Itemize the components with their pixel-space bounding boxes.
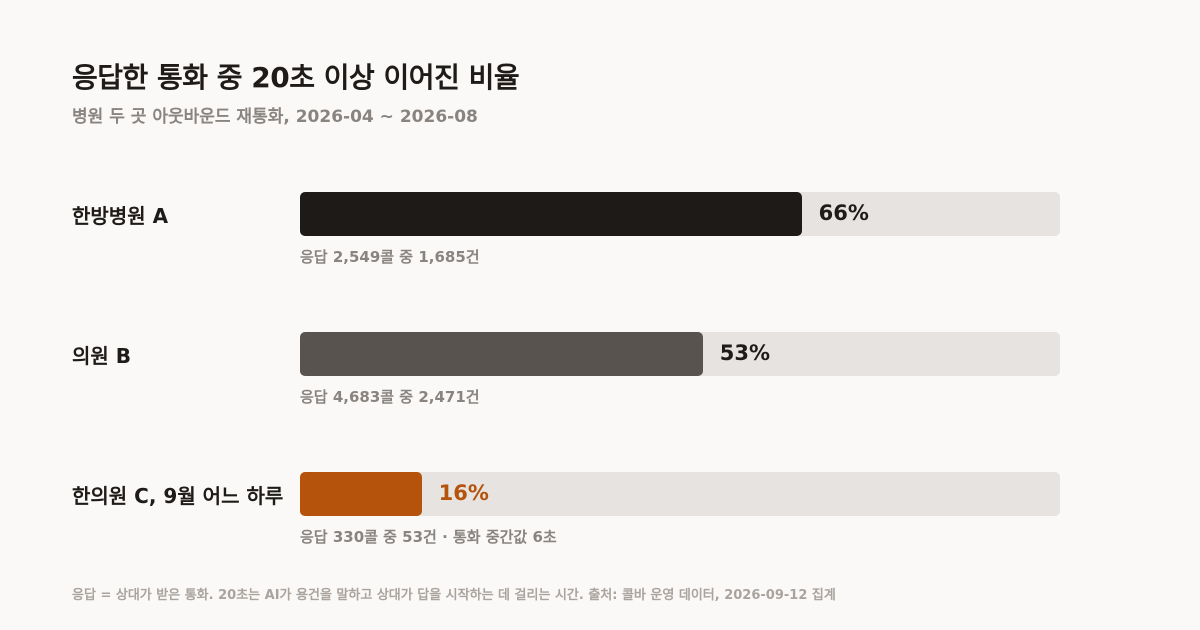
footnote: 응답 = 상대가 받은 통화. 20초는 AI가 용건을 말하고 상대가 답을 … [72,588,836,603]
category-label: 의원 B [72,344,132,368]
value-label: 53% [719,341,771,365]
bar [300,472,422,516]
bar-note: 응답 4,683콜 중 2,471건 [300,388,480,406]
chart-subtitle: 병원 두 곳 아웃바운드 재통화, 2026-04 ~ 2026-08 [72,107,478,127]
bar-track [300,472,1060,516]
bar-row-clinic-c: 한의원 C, 9월 어느 하루 16% 응답 330콜 중 53건 · 통화 중… [0,472,1200,572]
bar [300,192,802,236]
category-label: 한의원 C, 9월 어느 하루 [72,484,284,508]
category-label: 한방병원 A [72,204,169,228]
bar-row-clinic-b: 의원 B 53% 응답 4,683콜 중 2,471건 [0,332,1200,432]
bar-row-hospital-a: 한방병원 A 66% 응답 2,549콜 중 1,685건 [0,192,1200,292]
bar-track [300,332,1060,376]
bar-track [300,192,1060,236]
chart-title: 응답한 통화 중 20초 이상 이어진 비율 [72,61,520,94]
value-label: 16% [438,481,489,505]
value-label: 66% [818,201,869,225]
bar-note: 응답 2,549콜 중 1,685건 [300,248,480,266]
bar [300,332,703,376]
bar-note: 응답 330콜 중 53건 · 통화 중간값 6초 [300,528,557,546]
